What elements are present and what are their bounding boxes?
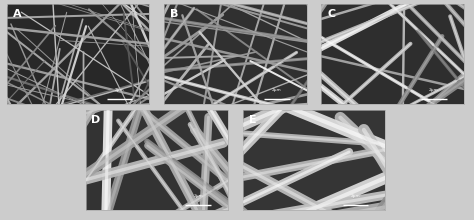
- Text: B: B: [170, 9, 179, 19]
- Text: E: E: [249, 115, 256, 125]
- Text: A: A: [13, 9, 21, 19]
- Text: 2μm: 2μm: [115, 88, 124, 92]
- Text: 2μm: 2μm: [429, 88, 438, 92]
- Text: 2μm: 2μm: [272, 88, 282, 92]
- Text: D: D: [91, 115, 101, 125]
- Text: 2μm: 2μm: [351, 194, 360, 198]
- Text: 2μm: 2μm: [193, 194, 203, 198]
- Text: C: C: [327, 9, 335, 19]
